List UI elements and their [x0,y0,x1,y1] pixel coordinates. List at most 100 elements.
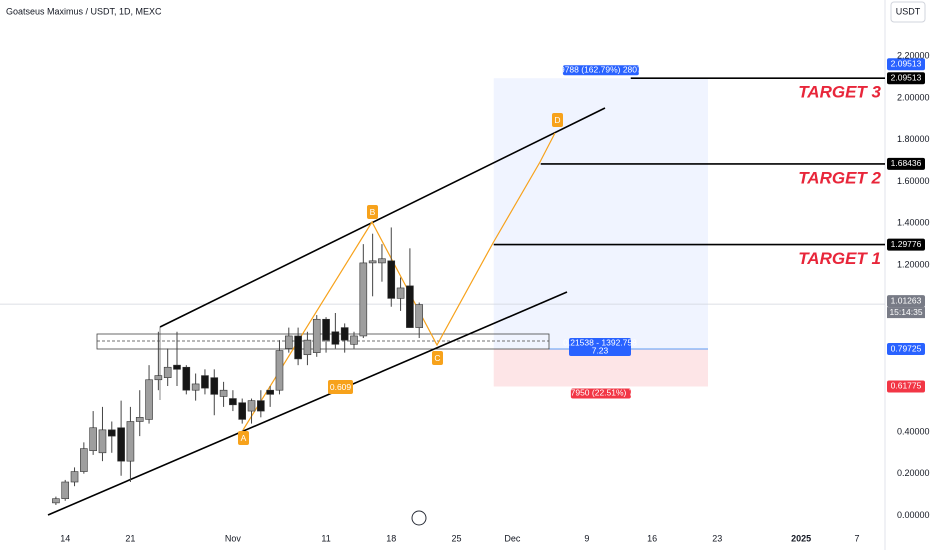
pattern-label: B [370,207,376,217]
x-tick-label: 18 [386,533,396,543]
candle-body [89,427,97,452]
candle-body [70,471,79,483]
y-tick-label: 1.80000 [897,134,930,144]
candle-body [378,258,386,264]
x-tick-label: Dec [504,533,521,543]
price-tag [887,343,925,356]
price-tag-label: 1.01263 [891,295,922,305]
candle-body [312,318,321,353]
position-label: 0.21538 - 1392.758 [563,337,637,347]
logo[interactable] [411,510,427,526]
currency-label: USDT [896,6,921,16]
candle-body [117,427,125,462]
candle-body [340,327,349,341]
candle-body [331,331,340,345]
pattern-label: C [434,353,440,363]
price-tag-label: 0.61775 [891,381,922,391]
pattern-label-box [328,380,353,394]
target-label: TARGET 2 [798,168,881,187]
candle-body [257,400,265,412]
position-label-box [569,338,631,357]
price-tag-label: 1.68436 [891,158,922,168]
candle-body [275,350,284,391]
x-tick-label: 16 [647,533,657,543]
candle-body [52,498,60,504]
candle-body [219,389,228,397]
candle-body [154,375,163,381]
x-tick-label: 2025 [791,533,811,543]
x-tick-label: 14 [60,533,70,543]
countdown-box [887,307,925,319]
candle-body [415,304,424,328]
price-tag-label: 2.09513 [891,72,922,82]
pattern-label: A [241,433,247,443]
pattern-line [242,132,556,431]
x-tick-label: 9 [584,533,589,543]
price-tag-label: 0.79725 [891,343,922,353]
price-tag [887,58,925,71]
candle-body [80,448,88,472]
pattern-label: 0.609 [330,382,352,392]
pattern-label-box [367,205,378,219]
candle-body [61,481,70,500]
x-tick-label: 23 [712,533,722,543]
price-tag [887,157,925,170]
position-label: 0.17950 (22.51%) 750 [559,388,643,398]
candle-body [368,260,377,264]
candle-body [266,389,274,395]
y-tick-label: 0.40000 [897,426,930,436]
candle-body [284,335,293,349]
x-tick-label: 21 [125,533,135,543]
price-tag-label: 2.09513 [891,58,922,68]
candle-body [247,400,256,412]
candle-body [210,377,219,395]
target-label: TARGET 3 [798,83,881,102]
candle-body [201,375,209,389]
y-tick-label: 0.20000 [897,468,930,478]
y-tick-label: 1.20000 [897,259,930,269]
candle-body [294,335,302,360]
candle-body [182,366,191,391]
currency-button[interactable] [890,1,926,23]
candle-body [406,285,414,328]
price-tag [887,380,925,393]
position-label-box [562,65,639,76]
position-profit [493,78,708,350]
price-tag [887,238,925,251]
candle-body [396,287,405,299]
candle-body [145,379,153,420]
y-tick-label: 1.60000 [897,176,930,186]
candle-body [359,262,368,337]
candle-body [229,398,237,406]
price-tag [887,295,925,308]
y-tick-label: 2.00000 [897,92,930,102]
channel-lower [47,291,568,516]
x-tick-label: 7 [855,533,860,543]
price-tag [887,72,925,85]
chart-title: Goatseus Maximus / USDT, 1D, MEXC [6,6,162,16]
x-tick-label: 25 [451,533,461,543]
target-label: TARGET 1 [798,249,881,268]
x-tick-label: Nov [225,533,242,543]
position-label: 7.23 [592,345,609,355]
pattern-label-box [238,431,249,445]
position-label-box [570,388,631,399]
candle-body [107,429,116,437]
candle-body [350,335,358,345]
candle-body [191,383,200,391]
candle-body [322,318,330,341]
candle-body [163,366,172,378]
pattern-label-box [552,113,563,127]
channel-upper [159,107,606,328]
x-tick-label: 11 [321,533,330,543]
candle-body [126,421,135,462]
position-label: 1.29788 (162.79%) 2807.63 [548,64,654,74]
pattern-label: D [554,115,560,125]
countdown: 15:14:35 [889,307,922,317]
pattern-label-box [432,351,443,365]
y-tick-label: 2.20000 [897,51,930,61]
price-tag-label: 1.29776 [891,239,922,249]
candle-body [173,364,181,370]
candle-body [98,429,107,454]
